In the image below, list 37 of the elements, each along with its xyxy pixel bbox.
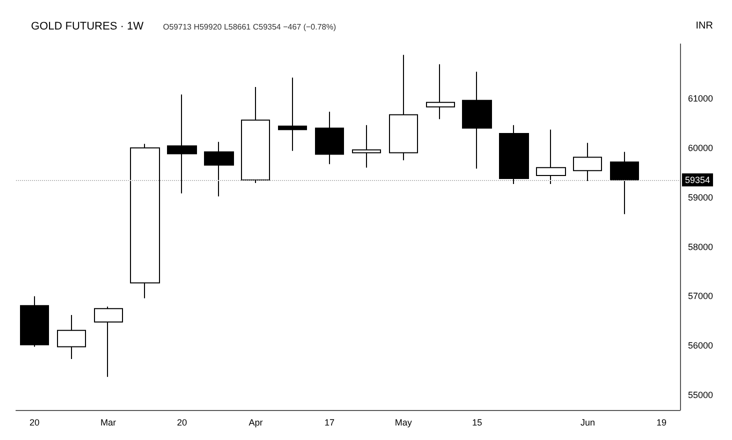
x-tick-label: Apr	[248, 418, 263, 428]
candlestick	[499, 124, 529, 184]
y-tick-label: 60000	[688, 142, 714, 153]
candlestick	[315, 111, 344, 165]
y-tick-label: 55000	[688, 390, 714, 400]
candlestick	[94, 306, 123, 378]
candlestick	[610, 151, 639, 215]
candlestick	[167, 94, 197, 194]
x-tick-label: 20	[176, 418, 188, 428]
candlestick	[20, 296, 49, 348]
candlestick	[57, 314, 86, 360]
y-tick-label: 59000	[688, 192, 714, 202]
y-tick-label: 58000	[688, 242, 714, 252]
x-tick-label: 19	[656, 418, 667, 428]
y-tick-label: 57000	[688, 291, 714, 302]
y-tick-label: 61000	[688, 93, 714, 104]
x-tick-label: May	[394, 418, 412, 428]
x-tick-label: Jun	[580, 418, 596, 428]
ref-line-label: 59354	[685, 174, 710, 185]
candlestick	[352, 124, 381, 168]
x-tick-label: Mar	[100, 418, 116, 428]
candlestick	[389, 54, 418, 161]
candlestick	[426, 64, 455, 120]
candlestick	[536, 129, 566, 184]
candlestick	[204, 141, 234, 197]
chart-subtitle: O59713 H59920 L58661 C59354 −467 (−0.78%)	[163, 22, 336, 32]
x-tick-label: 20	[29, 418, 40, 428]
candlestick	[462, 71, 492, 170]
y-axis-title: INR	[696, 20, 714, 32]
candlestick	[130, 143, 160, 299]
candlestick	[278, 77, 307, 152]
candlestick	[241, 86, 270, 184]
chart-title: GOLD FUTURES · 1W	[31, 20, 144, 32]
candlestick	[573, 142, 602, 182]
x-tick-label: 15	[472, 418, 482, 428]
x-tick-label: 17	[324, 418, 335, 428]
y-tick-label: 56000	[688, 340, 714, 351]
